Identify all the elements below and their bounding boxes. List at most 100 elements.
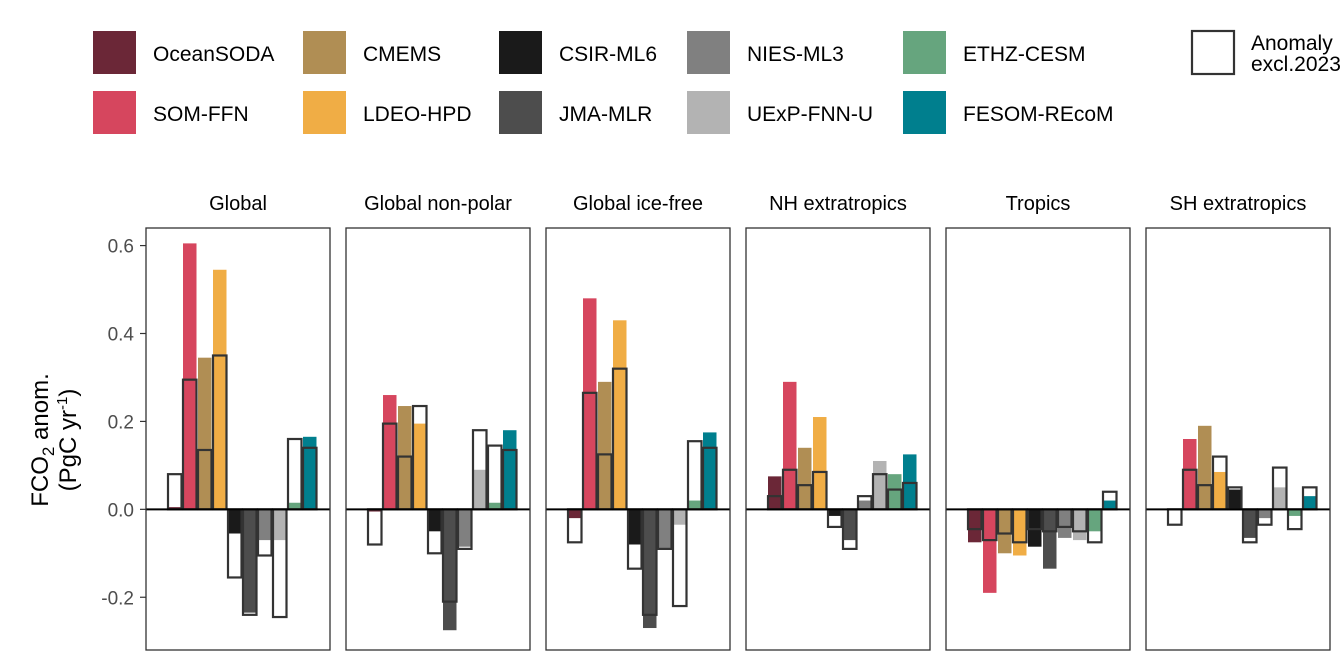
bar-som-ffn	[783, 381, 797, 510]
legend-swatch-oceansoda	[93, 31, 136, 74]
bar-cmems	[1198, 425, 1212, 510]
panel-title: Tropics	[1006, 193, 1071, 215]
panel-global-non-polar: Global non-polar	[345, 193, 531, 651]
legend-swatch-ethz-cesm	[903, 31, 946, 74]
legend-swatch-jma-mlr	[499, 91, 542, 134]
bar-nies-ml3	[658, 509, 672, 549]
bar-ethz-cesm	[888, 474, 902, 510]
bar-ldeo-hpd	[813, 417, 827, 510]
legend-label-csir-ml6: CSIR-ML6	[559, 43, 657, 66]
bar-jma-mlr	[243, 509, 257, 613]
bar-uexp-fnn-u	[673, 509, 687, 525]
legend-swatch-som-ffn	[93, 91, 136, 134]
bar-ethz-cesm	[488, 502, 502, 510]
bar-jma-mlr	[1043, 509, 1057, 569]
bar-uexp-fnn-u	[273, 509, 287, 541]
y-axis-title: FCO2 anom.(PgC yr-1)	[27, 373, 82, 507]
bar-ethz-cesm	[1088, 509, 1102, 532]
y-tick-label: 0.6	[108, 237, 134, 258]
panel-frame	[745, 227, 931, 651]
bar-som-ffn	[583, 298, 597, 510]
legend-label-cmems: CMEMS	[363, 43, 441, 66]
bar-uexp-fnn-u	[473, 469, 487, 510]
bar-csir-ml6	[828, 509, 842, 516]
panel-sh-extratropics: SH extratropics	[1145, 193, 1331, 651]
y-tick-label: -0.2	[101, 588, 134, 609]
y-axis-title-group: FCO2 anom.(PgC yr-1)	[27, 373, 82, 507]
panel-title: Global	[209, 193, 267, 215]
legend-label-excl-2023: excl.2023	[1251, 53, 1341, 76]
panel-global-ice-free: Global ice-free	[545, 193, 731, 651]
bar-nies-ml3	[1058, 509, 1072, 538]
legend-label-fesom-recom: FESOM-REcoM	[963, 103, 1114, 126]
panel-frame	[145, 227, 331, 651]
panel-title: SH extratropics	[1170, 193, 1307, 215]
legend-label-oceansoda: OceanSODA	[153, 43, 274, 66]
panel-frame	[345, 227, 531, 651]
bar-nies-ml3	[458, 509, 472, 547]
bar-nies-ml3	[858, 500, 872, 510]
legend-swatch-uexp-fnn-u	[687, 91, 730, 134]
bar-nies-ml3	[1258, 509, 1272, 519]
bar-fesom-recom	[303, 436, 317, 510]
y-axis: -0.2 0.0 0.2 0.4 0.6	[101, 237, 146, 609]
bar-oceansoda	[768, 476, 782, 510]
panel-nh-extratropics: NH extratropics	[745, 193, 931, 651]
legend-label-uexp-fnn-u: UExP-FNN-U	[747, 103, 873, 126]
bar-fesom-recom	[503, 430, 517, 510]
panel-frame	[545, 227, 731, 651]
bar-ethz-cesm	[1288, 509, 1302, 516]
y-tick-label: 0.0	[108, 500, 134, 521]
bar-csir-ml6	[1228, 489, 1242, 510]
legend-label-anomaly: Anomaly	[1251, 32, 1333, 55]
bar-uexp-fnn-u	[1273, 487, 1287, 510]
bar-cmems	[998, 509, 1012, 554]
bar-csir-ml6	[628, 509, 642, 545]
panel-title: Global non-polar	[364, 193, 512, 215]
bar-som-ffn	[1183, 439, 1197, 510]
bar-som-ffn	[383, 395, 397, 510]
bar-outline-oceansoda	[366, 508, 383, 546]
bar-ldeo-hpd	[1013, 509, 1027, 556]
panel-global: Global	[145, 193, 331, 651]
y-axis-title-line1: FCO2 anom.	[27, 373, 58, 507]
legend-label-som-ffn: SOM-FFN	[153, 103, 249, 126]
legend-swatch-nies-ml3	[687, 31, 730, 74]
bar-cmems	[598, 381, 612, 510]
bar-jma-mlr	[1243, 509, 1257, 538]
bar-uexp-fnn-u	[873, 460, 887, 510]
bar-outline-ethz-cesm	[686, 440, 703, 511]
bar-ldeo-hpd	[413, 423, 427, 510]
legend: OceanSODA SOM-FFN CMEMS LDEO-HPD CSIR-ML6 JMA…	[93, 29, 1341, 134]
bar-som-ffn	[983, 509, 997, 593]
panel-title: NH extratropics	[769, 193, 907, 215]
bar-fesom-recom	[703, 432, 717, 510]
bar-fesom-recom	[1303, 496, 1317, 510]
bar-som-ffn	[183, 243, 197, 510]
legend-label-nies-ml3: NIES-ML3	[747, 43, 844, 66]
panel-title: Global ice-free	[573, 193, 703, 215]
legend-swatch-ldeo-hpd	[303, 91, 346, 134]
bar-fesom-recom	[1103, 500, 1117, 510]
bar-oceansoda	[568, 509, 582, 519]
bar-cmems	[798, 447, 812, 510]
bar-outline-ethz-cesm	[286, 437, 303, 511]
bar-outline-ethz-cesm	[486, 444, 503, 511]
bar-jma-mlr	[843, 509, 857, 541]
legend-label-ethz-cesm: ETHZ-CESM	[963, 43, 1086, 66]
panel-tropics: Tropics	[945, 193, 1131, 651]
legend-swatch-fesom-recom	[903, 91, 946, 134]
panels: Global Global non-polar Global ice-free NH …	[145, 193, 1331, 651]
legend-label-jma-mlr: JMA-MLR	[559, 103, 652, 126]
legend-swatch-csir-ml6	[499, 31, 542, 74]
bar-ldeo-hpd	[1213, 471, 1227, 510]
y-tick-label: 0.2	[108, 412, 134, 433]
bar-outline-oceansoda	[1166, 508, 1183, 526]
legend-swatch-cmems	[303, 31, 346, 74]
bar-ldeo-hpd	[213, 269, 227, 510]
bar-csir-ml6	[428, 509, 442, 532]
bar-nies-ml3	[258, 509, 272, 541]
y-axis-title-line2: (PgC yr-1)	[54, 389, 82, 492]
y-tick-label: 0.4	[108, 325, 135, 346]
